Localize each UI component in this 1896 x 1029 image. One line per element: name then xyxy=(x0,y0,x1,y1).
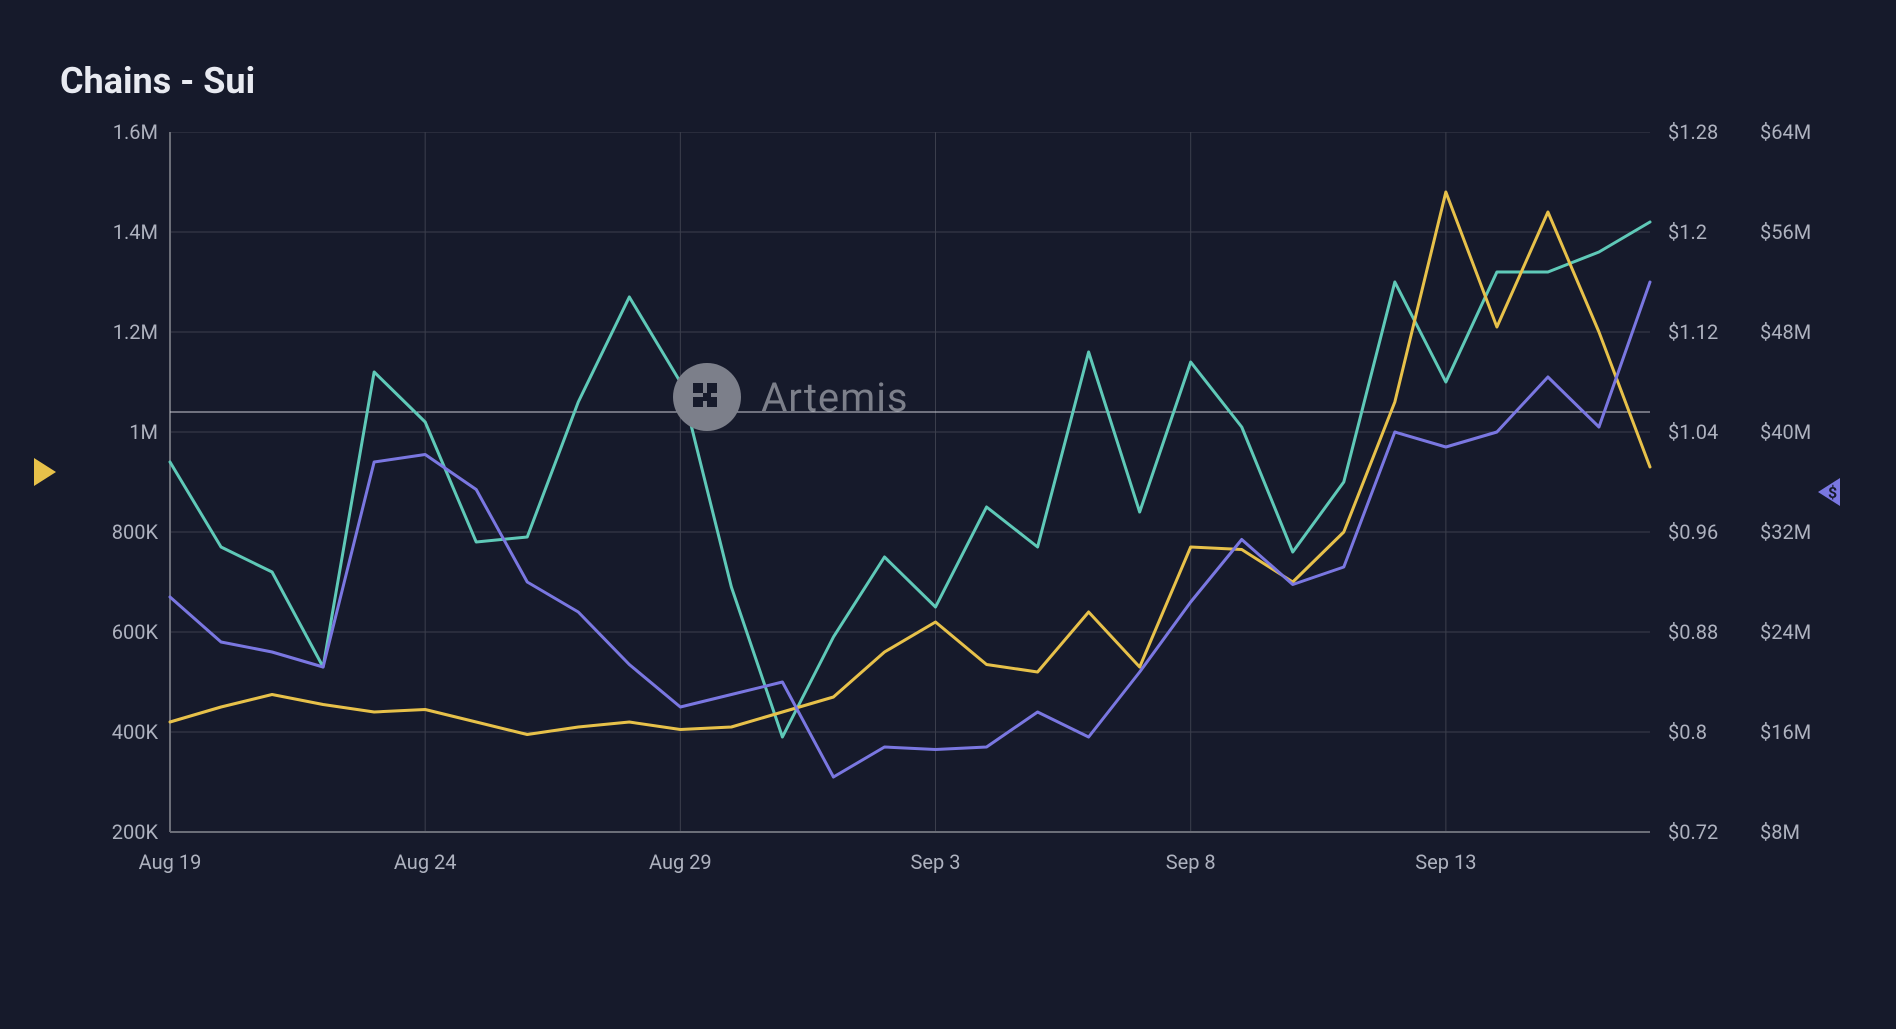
y-right2-tick-label: $40M xyxy=(1760,420,1811,444)
y-right1-tick-label: $0.8 xyxy=(1668,720,1707,744)
x-tick-label: Aug 24 xyxy=(394,850,457,874)
y-right1-tick-label: $1.2 xyxy=(1668,220,1707,244)
y-left-tick-label: 800K xyxy=(112,520,158,544)
y-right1-tick-label: $1.28 xyxy=(1668,120,1718,144)
y-right1-tick-label: $0.88 xyxy=(1668,620,1718,644)
y-right2-tick-label: $24M xyxy=(1760,620,1811,644)
y-right2-tick-label: $32M xyxy=(1760,520,1811,544)
y-right2-tick-label: $16M xyxy=(1760,720,1811,744)
y-left-tick-label: 200K xyxy=(112,820,158,844)
y-right1-tick-label: $0.96 xyxy=(1668,520,1718,544)
y-left-tick-label: 1.6M xyxy=(113,120,158,144)
y-left-tick-label: 400K xyxy=(112,720,158,744)
x-tick-label: Sep 3 xyxy=(911,850,961,874)
page-title: Chains - Sui xyxy=(60,60,1866,102)
x-tick-label: Sep 13 xyxy=(1415,850,1476,874)
y-right2-tick-label: $48M xyxy=(1760,320,1811,344)
x-tick-label: Aug 19 xyxy=(139,850,202,874)
y-right1-tick-label: $1.12 xyxy=(1668,320,1718,344)
y-right2-tick-label: $8M xyxy=(1760,820,1800,844)
chart-svg xyxy=(60,132,1820,912)
x-tick-label: Aug 29 xyxy=(649,850,712,874)
y-right1-tick-label: $1.04 xyxy=(1668,420,1718,444)
axis-pointer-left-icon xyxy=(34,458,56,486)
axis-pointer-badge: $ xyxy=(1828,483,1837,502)
y-right2-tick-label: $56M xyxy=(1760,220,1811,244)
y-left-tick-label: 1.4M xyxy=(113,220,158,244)
y-right2-tick-label: $64M xyxy=(1760,120,1811,144)
line-chart: 200K400K600K800K1M1.2M1.4M1.6M $0.72$0.8… xyxy=(60,132,1820,912)
x-tick-label: Sep 8 xyxy=(1166,850,1216,874)
y-left-tick-label: 600K xyxy=(112,620,158,644)
y-left-tick-label: 1M xyxy=(129,420,158,444)
y-right1-tick-label: $0.72 xyxy=(1668,820,1718,844)
y-left-tick-label: 1.2M xyxy=(113,320,158,344)
